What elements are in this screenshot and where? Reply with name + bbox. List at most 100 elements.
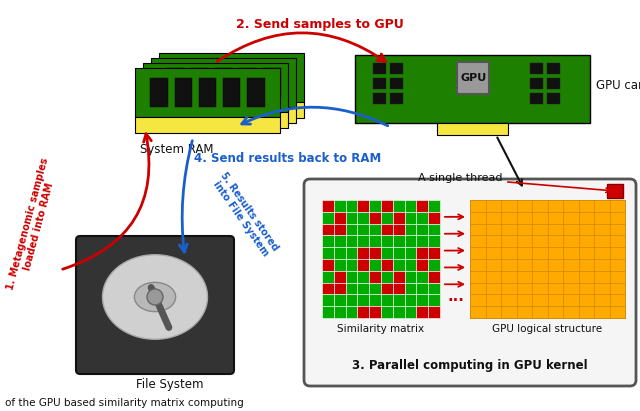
Bar: [334, 200, 346, 212]
Bar: [381, 271, 393, 283]
Bar: [334, 224, 346, 236]
Bar: [381, 224, 393, 236]
Bar: [393, 212, 404, 224]
Text: GPU card: GPU card: [596, 79, 640, 92]
Text: A single thread: A single thread: [418, 173, 611, 192]
Bar: [263, 68, 280, 97]
Bar: [547, 78, 560, 89]
Bar: [322, 236, 334, 247]
Bar: [151, 58, 296, 107]
Bar: [390, 78, 403, 89]
FancyBboxPatch shape: [304, 179, 636, 386]
Text: GPU: GPU: [460, 73, 486, 83]
Bar: [357, 212, 369, 224]
Text: 2. Send samples to GPU: 2. Send samples to GPU: [236, 18, 404, 31]
Bar: [428, 224, 440, 236]
Bar: [346, 224, 357, 236]
Bar: [428, 212, 440, 224]
Bar: [393, 247, 404, 259]
Bar: [393, 271, 404, 283]
Bar: [346, 271, 357, 283]
Bar: [357, 306, 369, 318]
Bar: [390, 93, 403, 104]
Bar: [357, 247, 369, 259]
Bar: [417, 271, 428, 283]
Bar: [381, 247, 393, 259]
Bar: [322, 247, 334, 259]
Bar: [417, 200, 428, 212]
Bar: [346, 294, 357, 306]
Bar: [135, 117, 280, 133]
Bar: [346, 200, 357, 212]
Bar: [334, 247, 346, 259]
Bar: [255, 73, 273, 102]
Bar: [417, 306, 428, 318]
Bar: [322, 200, 334, 212]
Bar: [390, 63, 403, 74]
Bar: [271, 63, 289, 92]
Bar: [346, 259, 357, 271]
Bar: [428, 283, 440, 294]
Bar: [346, 283, 357, 294]
FancyArrowPatch shape: [63, 134, 151, 269]
FancyArrowPatch shape: [217, 33, 385, 62]
Bar: [346, 306, 357, 318]
Bar: [199, 78, 216, 107]
Bar: [207, 73, 224, 102]
Bar: [417, 247, 428, 259]
Bar: [357, 294, 369, 306]
Bar: [247, 63, 264, 92]
Bar: [393, 283, 404, 294]
Bar: [369, 236, 381, 247]
Bar: [182, 73, 200, 102]
Bar: [334, 271, 346, 283]
Bar: [322, 212, 334, 224]
Bar: [437, 123, 508, 135]
Bar: [404, 259, 417, 271]
Bar: [404, 212, 417, 224]
Bar: [369, 224, 381, 236]
Bar: [151, 107, 296, 123]
Bar: [393, 294, 404, 306]
Bar: [381, 236, 393, 247]
Bar: [159, 102, 304, 118]
Bar: [381, 306, 393, 318]
Bar: [369, 247, 381, 259]
FancyArrowPatch shape: [445, 215, 463, 219]
Bar: [346, 247, 357, 259]
Bar: [417, 283, 428, 294]
FancyArrowPatch shape: [445, 265, 463, 270]
Bar: [135, 68, 280, 117]
Bar: [381, 200, 393, 212]
Bar: [404, 294, 417, 306]
Bar: [322, 283, 334, 294]
Text: File System: File System: [136, 378, 204, 391]
Text: 3. Parallel computing in GPU kernel: 3. Parallel computing in GPU kernel: [352, 359, 588, 372]
Bar: [369, 271, 381, 283]
Bar: [417, 224, 428, 236]
Bar: [381, 259, 393, 271]
FancyArrowPatch shape: [151, 288, 169, 328]
Bar: [346, 236, 357, 247]
Bar: [428, 200, 440, 212]
Bar: [404, 283, 417, 294]
Bar: [369, 259, 381, 271]
Bar: [428, 306, 440, 318]
Bar: [357, 259, 369, 271]
Bar: [393, 236, 404, 247]
Bar: [428, 271, 440, 283]
Bar: [322, 271, 334, 283]
FancyArrowPatch shape: [242, 107, 388, 126]
Bar: [607, 184, 623, 198]
Bar: [404, 247, 417, 259]
Bar: [150, 78, 168, 107]
Bar: [143, 112, 288, 128]
Bar: [247, 78, 264, 107]
Bar: [393, 306, 404, 318]
Bar: [417, 294, 428, 306]
Bar: [239, 68, 257, 97]
Bar: [369, 283, 381, 294]
Text: GPU logical structure: GPU logical structure: [492, 324, 603, 334]
Bar: [404, 306, 417, 318]
FancyArrowPatch shape: [179, 141, 192, 252]
